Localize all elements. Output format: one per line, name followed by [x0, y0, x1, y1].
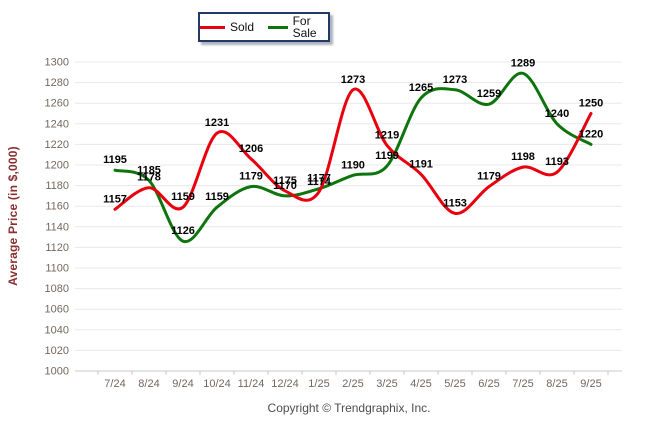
y-tick-label: 1240 [45, 118, 69, 130]
x-tick-label: 8/24 [138, 378, 159, 390]
x-tick-label: 9/24 [172, 378, 193, 390]
y-axis-title: Average Price (in $,000) [6, 146, 20, 286]
data-label-for-sale: 1170 [273, 180, 297, 192]
x-tick-label: 9/25 [580, 378, 601, 390]
y-tick-label: 1200 [45, 160, 69, 172]
x-tick-label: 10/24 [203, 378, 231, 390]
y-tick-label: 1100 [45, 263, 69, 275]
sold-line-swatch-icon [200, 25, 225, 29]
legend-item-for-sale: For Sale [268, 15, 328, 39]
data-label-for-sale: 1289 [511, 57, 535, 69]
data-label-sold: 1193 [545, 156, 569, 168]
x-tick-label: 11/24 [238, 378, 265, 390]
x-tick-label: 4/25 [410, 378, 431, 390]
x-tick-label: 8/25 [546, 378, 567, 390]
data-label-for-sale: 1240 [545, 108, 569, 120]
y-tick-label: 1040 [45, 324, 69, 336]
data-label-sold: 1153 [443, 197, 467, 209]
y-tick-label: 1260 [45, 98, 69, 110]
legend-label-sold: Sold [230, 20, 255, 34]
data-label-for-sale: 1265 [409, 82, 433, 94]
x-tick-label: 12/24 [271, 378, 299, 390]
y-tick-label: 1140 [45, 221, 69, 233]
data-label-sold: 1178 [137, 172, 161, 184]
x-tick-label: 5/25 [444, 378, 465, 390]
data-label-sold: 1175 [273, 175, 297, 187]
data-label-sold: 1198 [511, 151, 535, 163]
y-tick-label: 1020 [45, 345, 69, 357]
data-label-for-sale: 1159 [205, 191, 229, 203]
data-label-for-sale: 1190 [341, 159, 365, 171]
y-tick-label: 1280 [45, 77, 69, 89]
legend-label-for-sale: For Sale [292, 14, 317, 40]
y-tick-label: 1180 [45, 180, 69, 192]
y-tick-label: 1160 [45, 201, 69, 213]
y-tick-label: 1080 [45, 283, 69, 295]
y-tick-label: 1000 [45, 366, 69, 378]
chart-legend: Sold For Sale [198, 12, 330, 42]
data-label-for-sale: 1195 [103, 154, 127, 166]
data-label-sold: 1174 [307, 176, 332, 188]
data-label-for-sale: 1220 [579, 128, 603, 140]
data-label-sold: 1191 [409, 158, 433, 170]
y-tick-label: 1220 [45, 139, 69, 151]
data-label-for-sale: 1259 [477, 88, 501, 100]
legend-item-sold: Sold [200, 21, 254, 33]
data-label-for-sale: 1126 [171, 225, 195, 237]
data-label-for-sale: 1177 [307, 173, 331, 185]
data-label-sold: 1206 [239, 143, 263, 155]
data-label-for-sale: 1273 [443, 74, 467, 86]
copyright-text: Copyright © Trendgraphix, Inc. [267, 401, 431, 415]
x-tick-label: 1/25 [308, 378, 329, 390]
x-tick-label: 6/25 [478, 378, 499, 390]
series-line-sold [113, 87, 593, 215]
data-label-sold: 1231 [205, 117, 229, 129]
x-tick-label: 7/24 [104, 378, 125, 390]
x-tick-label: 7/25 [512, 378, 533, 390]
series-line-for-sale [113, 71, 593, 243]
x-tick-label: 3/25 [376, 378, 397, 390]
y-tick-label: 1060 [45, 304, 69, 316]
x-tick-label: 2/25 [342, 378, 363, 390]
data-label-for-sale: 1185 [137, 164, 161, 176]
data-label-sold: 1179 [477, 171, 501, 183]
data-label-sold: 1250 [579, 98, 603, 110]
y-tick-label: 1120 [45, 242, 69, 254]
y-tick-label: 1300 [45, 57, 69, 69]
data-label-sold: 1273 [341, 74, 365, 86]
data-label-for-sale: 1179 [239, 171, 263, 183]
data-label-sold: 1219 [375, 129, 399, 141]
data-label-sold: 1159 [171, 191, 195, 203]
for-sale-line-swatch-icon [268, 25, 288, 29]
data-label-for-sale: 1199 [375, 150, 399, 162]
data-label-sold: 1157 [103, 193, 127, 205]
